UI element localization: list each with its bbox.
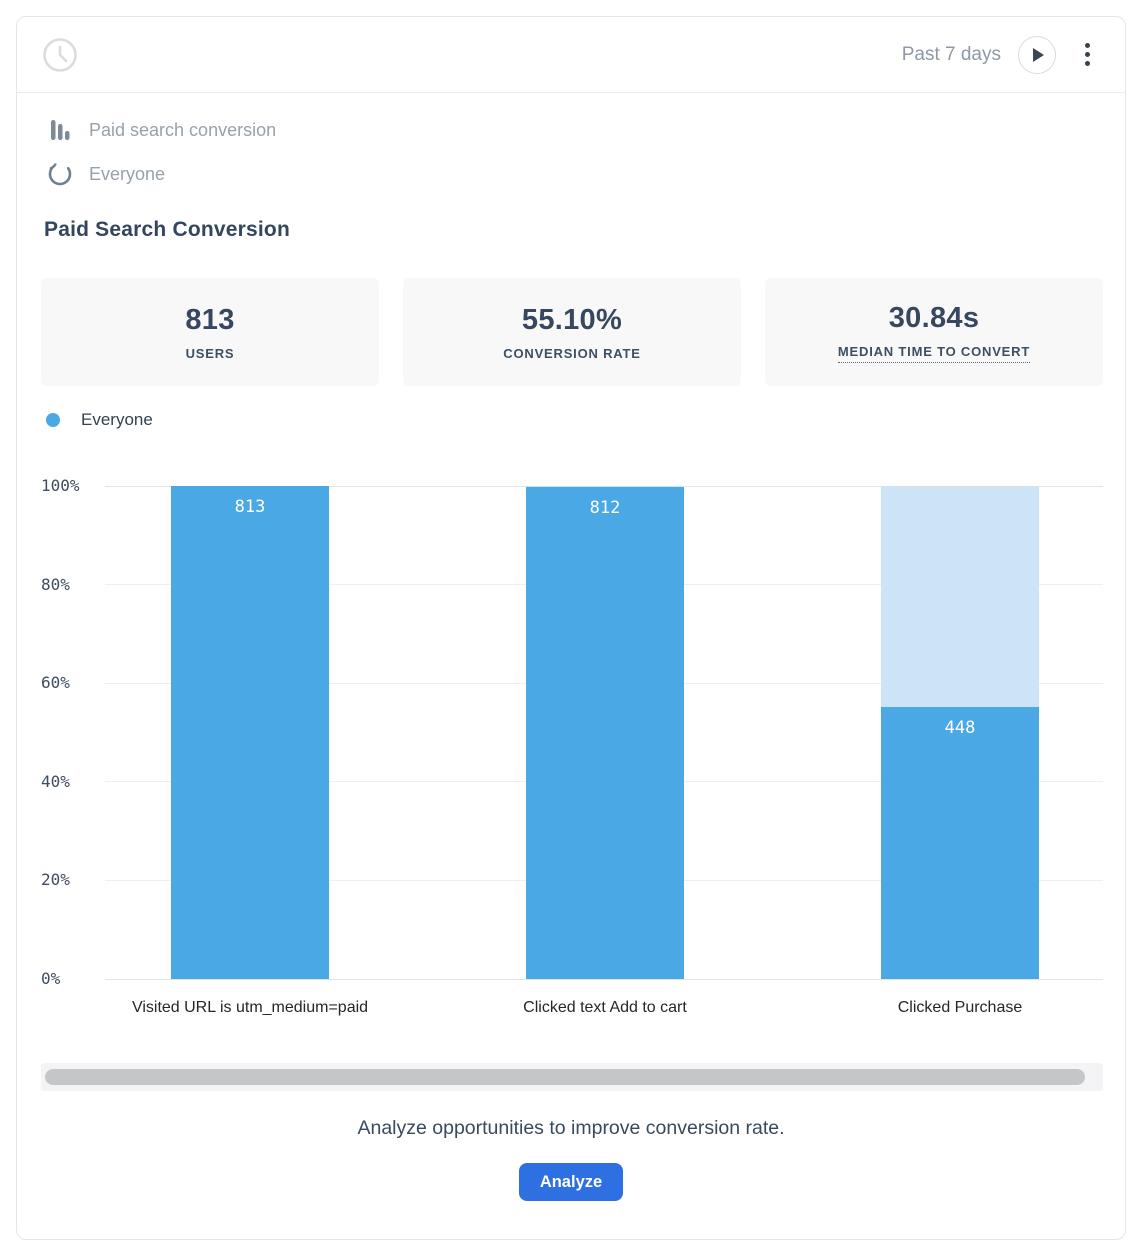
- segment-circle-icon: [47, 161, 73, 187]
- legend-label: Everyone: [81, 410, 153, 429]
- stat-value: 813: [185, 303, 235, 336]
- kebab-dot: [1085, 52, 1090, 57]
- legend-item-everyone[interactable]: Everyone: [46, 410, 153, 430]
- funnel-plot-area: 813 Visited URL is utm_medium=paid 812 Clic…: [105, 486, 1103, 1031]
- bar-remainder-segment: [881, 486, 1039, 708]
- analyze-button-row: Analyze: [17, 1163, 1125, 1201]
- bar-value-label: 812: [589, 497, 621, 518]
- x-axis-label-1: Clicked text Add to cart: [523, 999, 687, 1016]
- y-tick-40%: 40%: [41, 771, 70, 791]
- stat-card-2: 30.84s MEDIAN TIME TO CONVERT: [765, 278, 1103, 386]
- bar-value-label: 813: [234, 497, 266, 517]
- stat-label: USERS: [185, 345, 235, 361]
- segment-label: Everyone: [89, 163, 166, 184]
- kebab-dot: [1085, 61, 1090, 66]
- chart-name-label: Paid search conversion: [89, 119, 277, 140]
- play-icon: [1033, 47, 1044, 62]
- chart-card: Past 7 days Paid search co: [16, 16, 1126, 1240]
- x-axis-label-2: Clicked Purchase: [897, 999, 1023, 1016]
- y-tick-100%: 100%: [41, 476, 80, 495]
- gridline-0%: [105, 978, 1103, 980]
- segment-row[interactable]: Everyone: [17, 157, 165, 191]
- kebab-dot: [1085, 43, 1090, 48]
- chart-name-row[interactable]: Paid search conversion: [17, 113, 276, 147]
- y-tick-0%: 0%: [41, 969, 61, 988]
- horizontal-scrollbar-thumb[interactable]: [45, 1069, 1085, 1085]
- stats-row: 813 USERS 55.10% CONVERSION RATE 30.84s MEDIA…: [41, 278, 1103, 386]
- y-tick-60%: 60%: [41, 673, 70, 693]
- stat-value: 30.84s: [888, 301, 980, 334]
- bar-converted-segment: 448: [881, 707, 1039, 979]
- funnel-bar-1[interactable]: 812: [526, 486, 684, 979]
- x-axis-label-0: Visited URL is utm_medium=paid: [131, 999, 369, 1016]
- bar-converted-segment: 812: [526, 486, 684, 979]
- bar-converted-segment: 813: [171, 486, 329, 979]
- horizontal-scrollbar-track[interactable]: [41, 1063, 1103, 1091]
- play-button[interactable]: [1018, 35, 1056, 74]
- page-title: Paid Search Conversion: [44, 218, 290, 241]
- bar-remainder-segment: [526, 486, 684, 487]
- funnel-bar-2[interactable]: 448: [881, 486, 1039, 979]
- card-header: Past 7 days: [17, 17, 1125, 93]
- analyze-button[interactable]: Analyze: [518, 1163, 624, 1201]
- legend-dot: [46, 413, 60, 427]
- y-axis: 0% 20% 40% 60% 80% 100%: [41, 17, 101, 1239]
- clock-icon: [41, 36, 79, 74]
- bar-value-label: 448: [944, 718, 976, 739]
- insight-message: Analyze opportunities to improve convers…: [357, 1117, 785, 1139]
- kebab-menu-button[interactable]: [1080, 39, 1095, 70]
- stat-value: 55.10%: [521, 303, 623, 336]
- stat-label[interactable]: MEDIAN TIME TO CONVERT: [837, 344, 1031, 363]
- bar-chart-icon: [47, 117, 73, 143]
- y-tick-80%: 80%: [41, 574, 70, 594]
- header-controls: Past 7 days: [901, 35, 1125, 74]
- stat-card-0: 813 USERS: [41, 278, 379, 386]
- funnel-bar-0[interactable]: 813: [171, 486, 329, 979]
- stat-label: CONVERSION RATE: [503, 345, 641, 361]
- stat-card-1: 55.10% CONVERSION RATE: [403, 278, 741, 386]
- y-tick-20%: 20%: [41, 870, 70, 890]
- time-range-label: Past 7 days: [901, 43, 1001, 65]
